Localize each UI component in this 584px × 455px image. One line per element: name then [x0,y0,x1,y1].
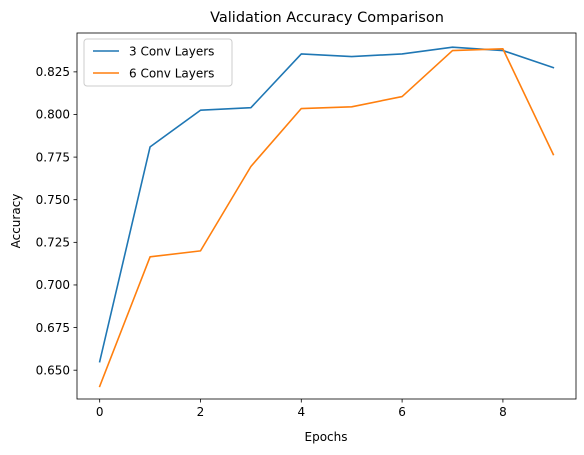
y-axis-label: Accuracy [9,194,23,249]
x-tick-label: 0 [96,405,104,419]
plot-area [98,46,555,388]
y-tick-label: 0.775 [36,150,70,164]
legend-label-2: 6 Conv Layers [129,66,214,80]
y-tick-label: 0.700 [36,278,70,292]
x-axis-label: Epochs [305,430,348,444]
y-tick-label: 0.725 [36,236,70,250]
chart-title: Validation Accuracy Comparison [210,10,444,26]
y-tick-label: 0.800 [36,108,70,122]
legend-box [83,38,233,87]
x-tick-label: 4 [297,405,305,419]
legend-label-1: 3 Conv Layers [129,44,214,58]
y-tick-label: 0.675 [36,321,70,335]
series-line-2 [98,48,555,388]
plot-frame [76,32,577,400]
x-tick-label: 6 [398,405,406,419]
y-tick-label: 0.750 [36,193,70,207]
x-tick-label: 2 [197,405,205,419]
y-tick-label: 0.825 [36,65,70,79]
axes: 0 2 4 6 8 0.650 0.675 0.700 0.725 0.750 0.775 0.800… [36,32,577,419]
legend: 3 Conv Layers 6 Conv Layers [83,38,233,87]
series-line-1 [98,46,555,363]
y-tick-label: 0.650 [36,363,70,377]
x-tick-label: 8 [499,405,507,419]
